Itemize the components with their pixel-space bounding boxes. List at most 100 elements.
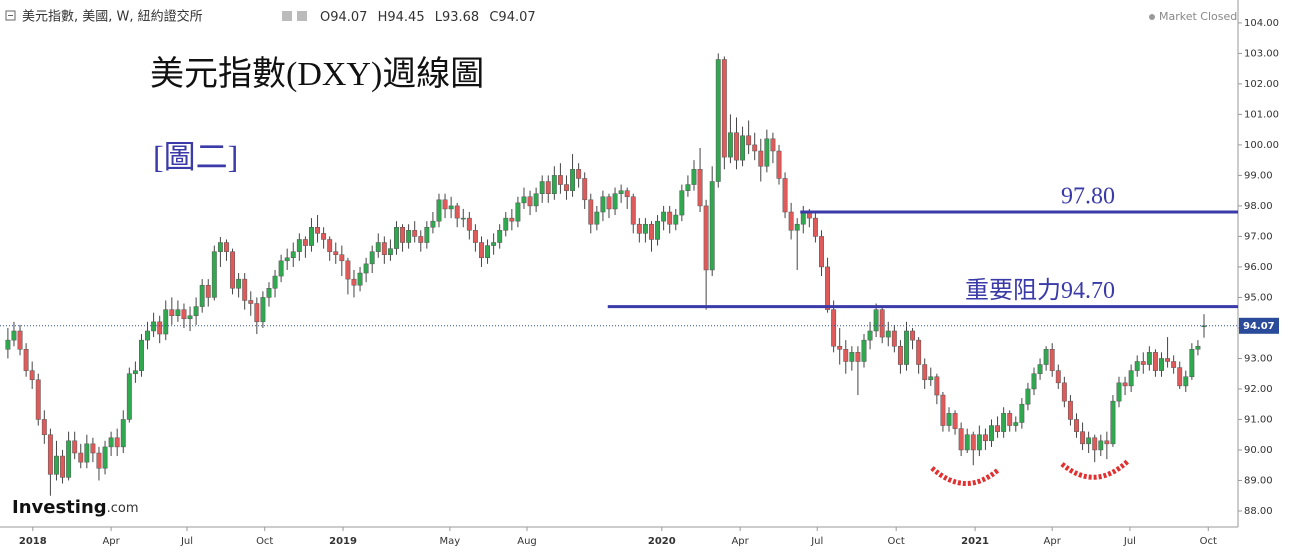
candle-body: [254, 303, 260, 323]
candle-body: [302, 239, 308, 246]
candle-body: [612, 193, 618, 210]
annotation-arc: [1060, 459, 1130, 480]
candle-body: [849, 352, 855, 362]
candle-body: [861, 339, 867, 362]
candle-body: [879, 309, 885, 338]
candle-body: [278, 260, 284, 277]
candle-body: [460, 217, 466, 220]
candle-body: [442, 199, 448, 210]
candle-body: [1128, 370, 1134, 387]
candle-body: [642, 223, 648, 234]
candle-body: [1104, 440, 1110, 445]
candle-body: [290, 251, 296, 259]
candle-body: [618, 190, 624, 194]
candle-body: [1134, 361, 1140, 371]
candle-body: [90, 443, 96, 454]
candle-body: [515, 202, 521, 222]
candle-body: [157, 321, 163, 335]
candle-body: [11, 330, 17, 341]
ohlc-label: L: [435, 10, 443, 25]
candle-body: [357, 272, 363, 286]
candle-body: [1122, 382, 1128, 387]
level-label: 97.80: [1061, 184, 1115, 210]
candle-body: [897, 345, 903, 365]
candle-body: [1189, 349, 1195, 377]
chart-subtitle: [圖二]: [153, 138, 238, 174]
candle-body: [1007, 413, 1013, 426]
x-tick-label: 2019: [329, 536, 357, 547]
settings-icon[interactable]: [297, 11, 307, 21]
candle-body: [17, 330, 23, 350]
collapse-icon[interactable]: [5, 10, 16, 21]
candle-body: [448, 205, 454, 210]
y-tick-label: 89.00: [1244, 475, 1273, 486]
candle-body: [667, 211, 673, 225]
candle-body: [363, 263, 369, 274]
candle-body: [466, 217, 472, 231]
candle-body: [296, 239, 302, 252]
ohlc: O94.07 H94.45 L93.68 C94.07: [320, 10, 536, 25]
candle-body: [727, 132, 733, 158]
candle-body: [776, 150, 782, 179]
candle-body: [867, 330, 873, 341]
x-tick-label: Oct: [1200, 536, 1217, 547]
x-tick-label: Jul: [180, 536, 193, 547]
y-tick-label: 92.00: [1244, 384, 1273, 395]
x-tick-label: 2021: [961, 536, 989, 547]
candle-body: [272, 275, 278, 289]
candle-body: [491, 242, 497, 246]
candle-body: [940, 394, 946, 426]
candle-body: [78, 452, 84, 463]
settings-icon[interactable]: [282, 11, 292, 21]
candle-body: [837, 345, 843, 350]
candle-body: [400, 227, 405, 243]
y-tick-label: 98.00: [1244, 201, 1273, 212]
candle-body: [934, 376, 940, 396]
candle-body: [582, 178, 588, 201]
candle-body: [655, 220, 661, 240]
candle-body: [570, 169, 576, 191]
candle-body: [454, 205, 460, 219]
candle-body: [151, 321, 157, 332]
candle-body: [205, 284, 211, 298]
x-tick-label: Aug: [517, 536, 537, 547]
candle-body: [1043, 349, 1049, 365]
candle-body: [770, 138, 776, 152]
candle-body: [260, 297, 266, 323]
candle-body: [873, 309, 879, 332]
candle-body: [412, 230, 418, 237]
chart-title: 美元指數(DXY)週線圖: [150, 55, 484, 93]
candle-body: [29, 370, 35, 381]
candle-body: [479, 242, 484, 259]
candle-body: [782, 178, 788, 213]
candle-body: [333, 251, 339, 255]
candle-body: [916, 339, 922, 365]
y-tick-label: 96.00: [1244, 262, 1273, 273]
candle-body: [217, 242, 223, 252]
candle-body: [982, 434, 988, 442]
candle-body: [533, 193, 539, 207]
candle-body: [1055, 370, 1061, 384]
candle-body: [685, 184, 691, 191]
candle-body: [764, 138, 770, 167]
candle-body: [636, 223, 642, 234]
candle-body: [606, 196, 612, 210]
candle-body: [230, 251, 235, 289]
candle-body: [709, 181, 715, 271]
candle-body: [1074, 419, 1079, 432]
candle-body: [381, 242, 387, 255]
annotation-arc: [930, 466, 1000, 486]
candle-body: [825, 266, 831, 310]
candle-body: [485, 245, 490, 259]
x-tick-label: Apr: [731, 536, 749, 547]
candle-body: [169, 309, 175, 316]
x-tick-label: Jul: [810, 536, 823, 547]
y-tick-label: 90.00: [1244, 445, 1273, 456]
ohlc-value: 93.68: [442, 10, 479, 25]
candle-body: [327, 239, 333, 252]
candle-body: [375, 242, 381, 252]
y-tick-label: 103.00: [1244, 48, 1279, 59]
x-tick-label: 2018: [19, 536, 47, 547]
candle-body: [1110, 400, 1116, 445]
candle-body: [5, 339, 11, 350]
